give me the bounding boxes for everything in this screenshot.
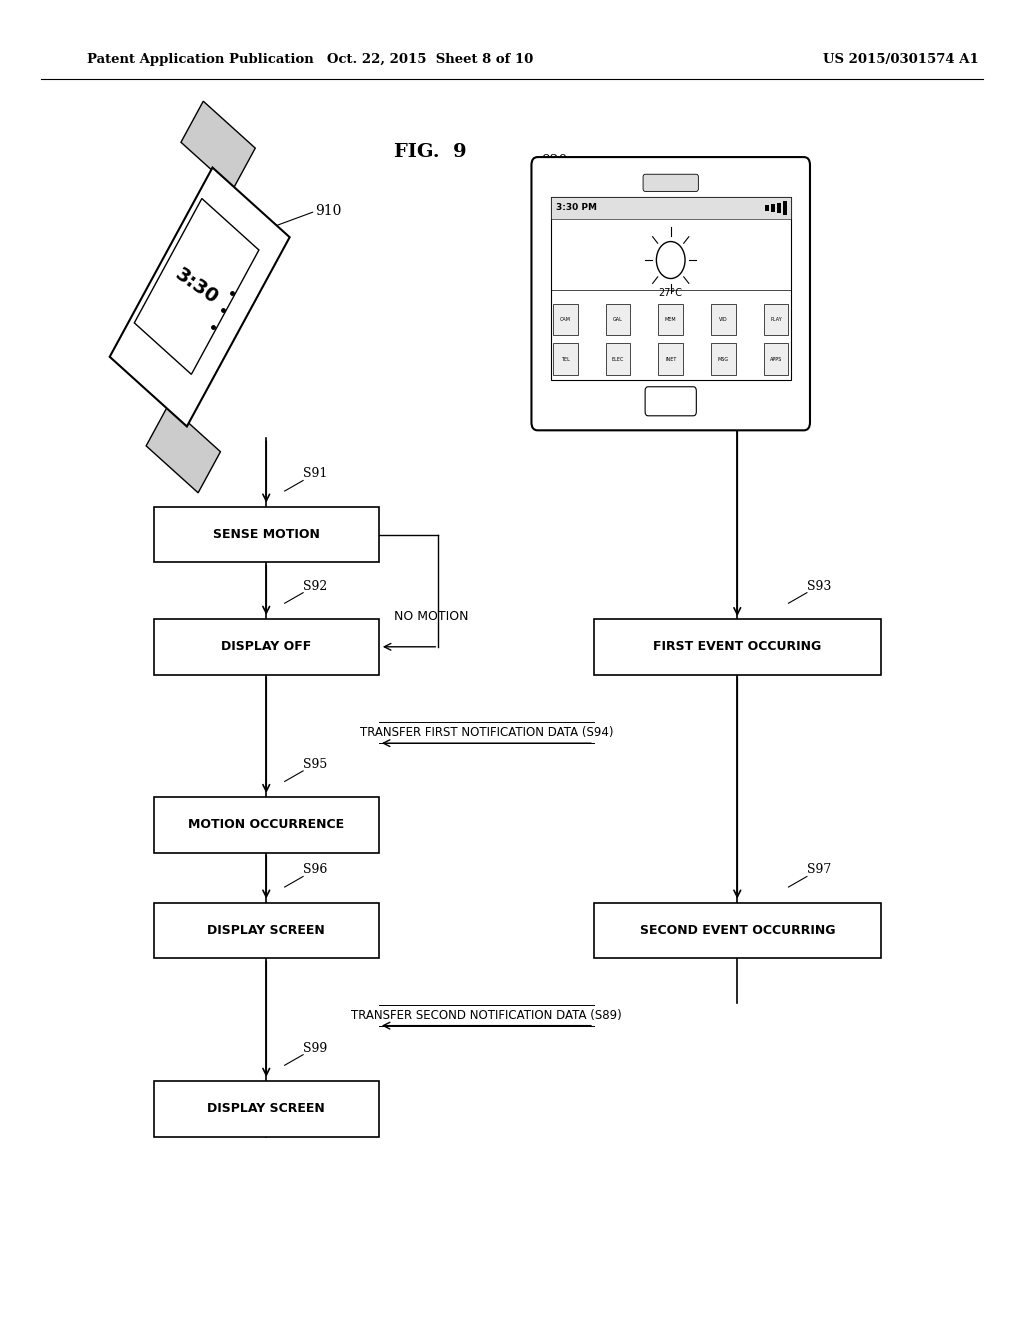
Polygon shape <box>110 168 290 426</box>
Text: 3:30: 3:30 <box>171 265 222 308</box>
Text: S93: S93 <box>807 579 831 593</box>
Circle shape <box>656 242 685 279</box>
FancyBboxPatch shape <box>645 387 696 416</box>
Text: NO MOTION: NO MOTION <box>394 610 469 623</box>
Text: 910: 910 <box>315 205 342 218</box>
Text: Oct. 22, 2015  Sheet 8 of 10: Oct. 22, 2015 Sheet 8 of 10 <box>327 53 534 66</box>
Text: TEL: TEL <box>561 356 569 362</box>
Text: FIG.  9: FIG. 9 <box>394 143 466 161</box>
Text: MEM: MEM <box>665 317 677 322</box>
Text: TRANSFER FIRST NOTIFICATION DATA (S94): TRANSFER FIRST NOTIFICATION DATA (S94) <box>359 726 613 739</box>
Bar <box>711 304 735 335</box>
Bar <box>764 304 788 335</box>
Text: S97: S97 <box>807 863 831 876</box>
Text: S92: S92 <box>303 579 328 593</box>
Text: VID: VID <box>719 317 728 322</box>
Bar <box>658 304 683 335</box>
Text: FIRST EVENT OCCURING: FIRST EVENT OCCURING <box>653 640 821 653</box>
Text: MSG: MSG <box>718 356 729 362</box>
Bar <box>771 203 775 211</box>
Bar <box>553 304 578 335</box>
Text: US 2015/0301574 A1: US 2015/0301574 A1 <box>823 53 979 66</box>
Text: DISPLAY SCREEN: DISPLAY SCREEN <box>208 924 325 937</box>
Bar <box>551 197 791 219</box>
Bar <box>553 343 578 375</box>
Text: TRANSFER SECOND NOTIFICATION DATA (S89): TRANSFER SECOND NOTIFICATION DATA (S89) <box>351 1008 622 1022</box>
Text: PLAY: PLAY <box>770 317 782 322</box>
Text: S96: S96 <box>303 863 328 876</box>
Bar <box>765 205 769 210</box>
Text: DISPLAY SCREEN: DISPLAY SCREEN <box>208 1102 325 1115</box>
Bar <box>154 1081 379 1137</box>
Bar <box>551 197 791 380</box>
Text: Patent Application Publication: Patent Application Publication <box>87 53 313 66</box>
Bar <box>594 619 881 675</box>
Polygon shape <box>181 102 255 189</box>
Bar <box>606 343 631 375</box>
FancyBboxPatch shape <box>531 157 810 430</box>
Text: INET: INET <box>665 356 677 362</box>
Text: 920: 920 <box>541 154 567 168</box>
Text: S99: S99 <box>303 1041 328 1055</box>
Text: S95: S95 <box>303 758 328 771</box>
Text: ELEC: ELEC <box>611 356 625 362</box>
Bar <box>154 797 379 853</box>
Bar <box>783 201 787 214</box>
Bar <box>658 343 683 375</box>
Bar <box>154 619 379 675</box>
Bar <box>711 343 735 375</box>
Text: MOTION OCCURRENCE: MOTION OCCURRENCE <box>188 818 344 832</box>
Bar <box>777 203 781 214</box>
Text: SENSE MOTION: SENSE MOTION <box>213 528 319 541</box>
Text: DISPLAY OFF: DISPLAY OFF <box>221 640 311 653</box>
Text: SECOND EVENT OCCURRING: SECOND EVENT OCCURRING <box>640 924 835 937</box>
Text: S91: S91 <box>303 467 328 480</box>
Text: CAM: CAM <box>560 317 570 322</box>
Bar <box>154 507 379 562</box>
Bar <box>606 304 631 335</box>
Bar <box>154 903 379 958</box>
Text: GAL: GAL <box>613 317 623 322</box>
Bar <box>594 903 881 958</box>
Polygon shape <box>146 405 220 492</box>
Bar <box>764 343 788 375</box>
Text: 3:30 PM: 3:30 PM <box>556 203 597 213</box>
Text: APPS: APPS <box>770 356 782 362</box>
Polygon shape <box>134 198 259 375</box>
Text: 27°C: 27°C <box>658 288 683 298</box>
FancyBboxPatch shape <box>643 174 698 191</box>
